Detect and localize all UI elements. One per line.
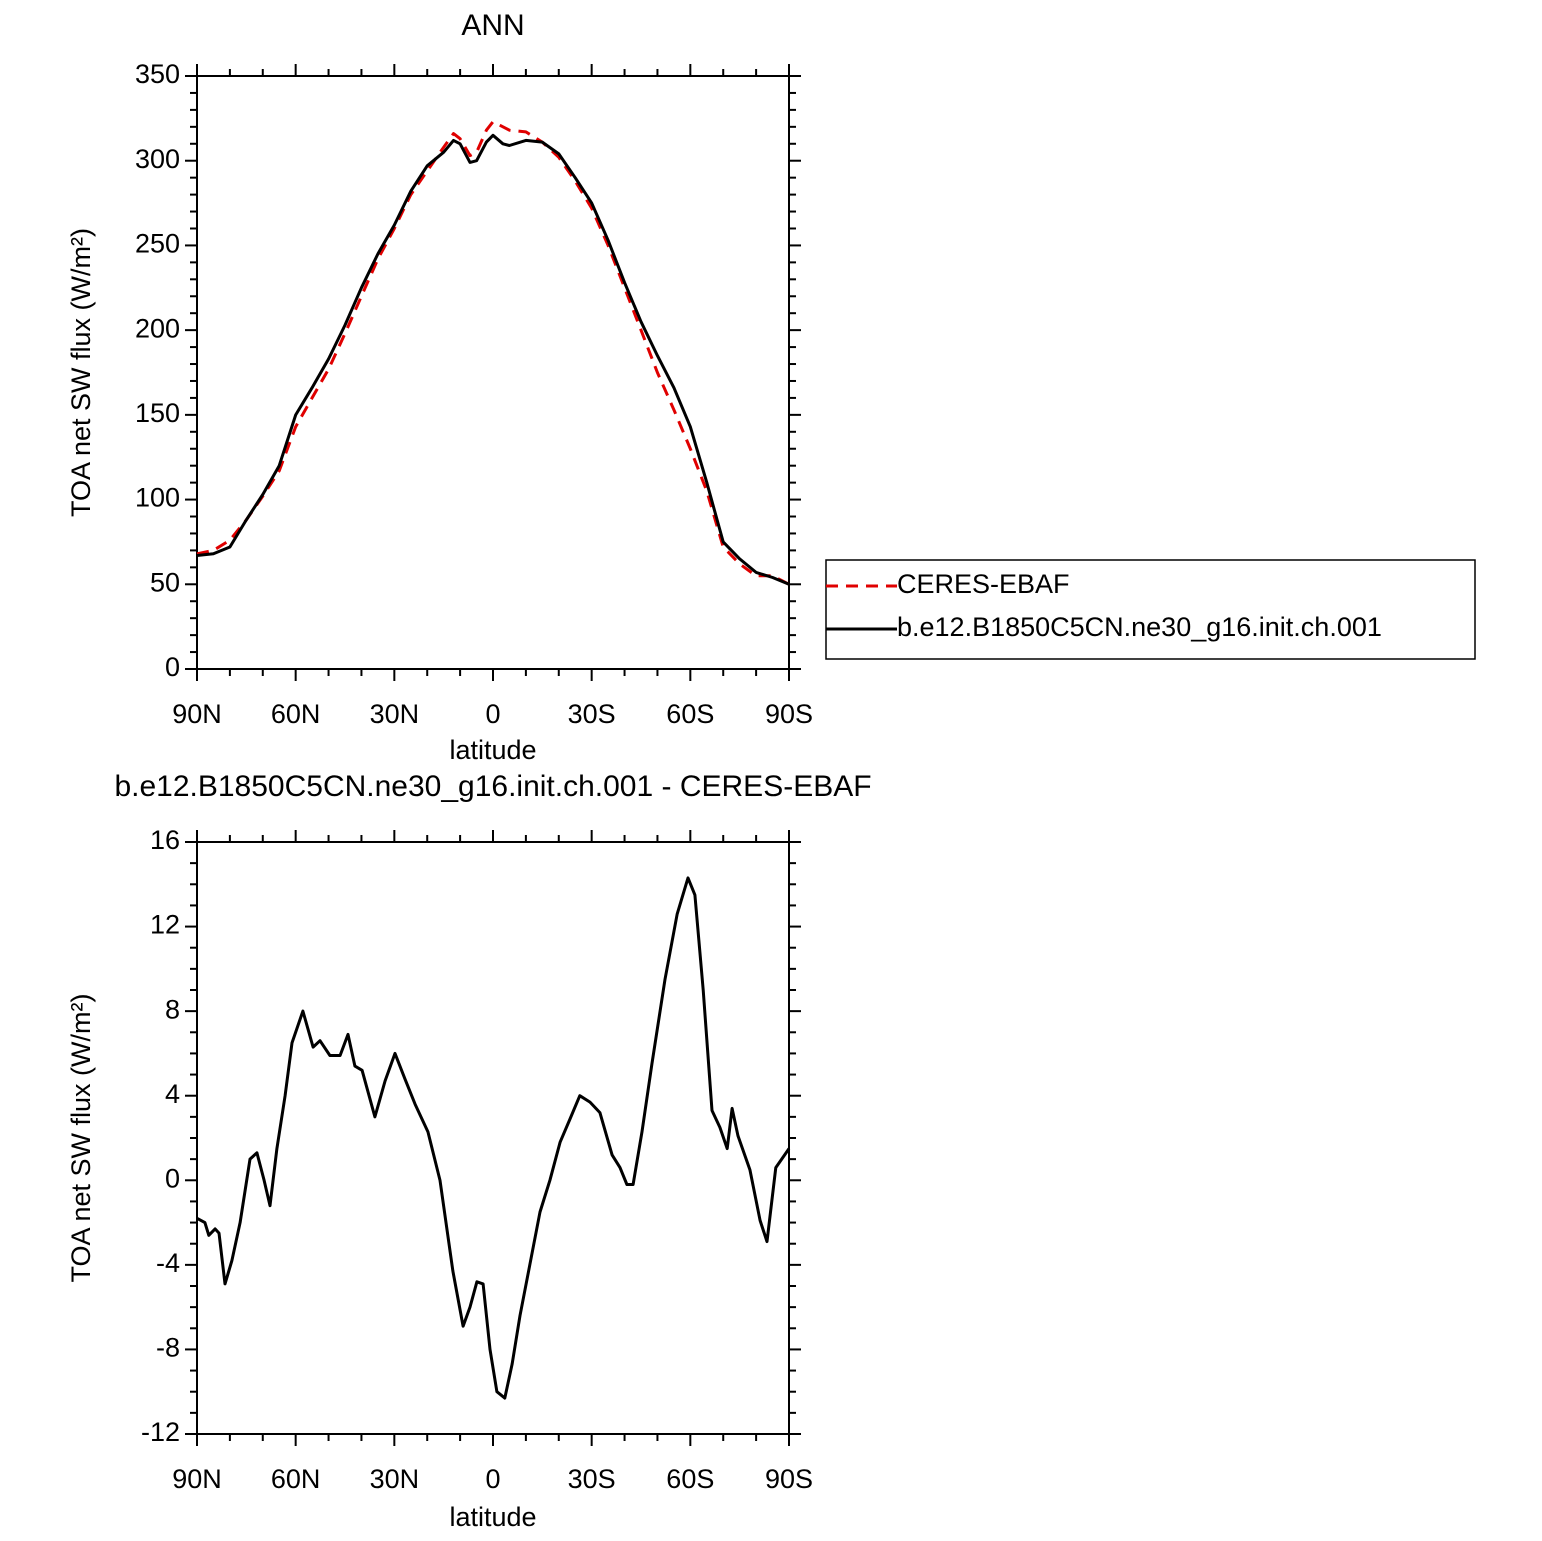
- y-tick-label: 250: [135, 229, 180, 259]
- x-tick-label: 0: [485, 1464, 500, 1494]
- legend-label: CERES-EBAF: [897, 569, 1070, 599]
- chart-title: b.e12.B1850C5CN.ne30_g16.init.ch.001 - C…: [114, 770, 871, 803]
- x-tick-label: 30N: [370, 1464, 420, 1494]
- y-tick-label: 12: [150, 910, 180, 940]
- y-axis-label: TOA net SW flux (W/m²): [66, 993, 96, 1282]
- x-tick-label: 90S: [765, 699, 813, 729]
- x-tick-label: 60S: [666, 1464, 714, 1494]
- x-tick-label: 60S: [666, 699, 714, 729]
- y-tick-label: -12: [141, 1417, 180, 1447]
- plot-frame: [196, 841, 790, 1435]
- y-tick-label: 100: [135, 483, 180, 513]
- y-tick-label: 4: [165, 1079, 180, 1109]
- y-tick-label: 350: [135, 59, 180, 89]
- y-tick-label: 150: [135, 398, 180, 428]
- x-tick-label: 60N: [271, 1464, 321, 1494]
- x-tick-label: 90S: [765, 1464, 813, 1494]
- x-axis-label: latitude: [449, 735, 536, 765]
- y-tick-label: 0: [165, 652, 180, 682]
- y-tick-label: 8: [165, 994, 180, 1024]
- x-tick-label: 30S: [568, 1464, 616, 1494]
- y-axis-label: TOA net SW flux (W/m²): [66, 228, 96, 517]
- plot-frame: [196, 75, 790, 670]
- chart-title: ANN: [461, 9, 524, 42]
- data-line: [196, 876, 791, 1400]
- x-tick-label: 90N: [172, 699, 222, 729]
- y-tick-label: -8: [156, 1333, 180, 1363]
- data-line: [196, 120, 790, 586]
- x-tick-label: 90N: [172, 1464, 222, 1494]
- y-tick-label: 200: [135, 313, 180, 343]
- x-axis-label: latitude: [449, 1502, 536, 1532]
- y-tick-label: 50: [150, 567, 180, 597]
- data-line: [196, 133, 790, 586]
- x-tick-label: 30S: [568, 699, 616, 729]
- legend-box: [825, 559, 1476, 660]
- x-tick-label: 30N: [370, 699, 420, 729]
- legend-label: b.e12.B1850C5CN.ne30_g16.init.ch.001: [897, 612, 1382, 642]
- y-tick-label: 300: [135, 144, 180, 174]
- x-tick-label: 60N: [271, 699, 321, 729]
- x-tick-label: 0: [485, 699, 500, 729]
- y-tick-label: -4: [156, 1248, 180, 1278]
- y-tick-label: 0: [165, 1163, 180, 1193]
- y-tick-label: 16: [150, 825, 180, 855]
